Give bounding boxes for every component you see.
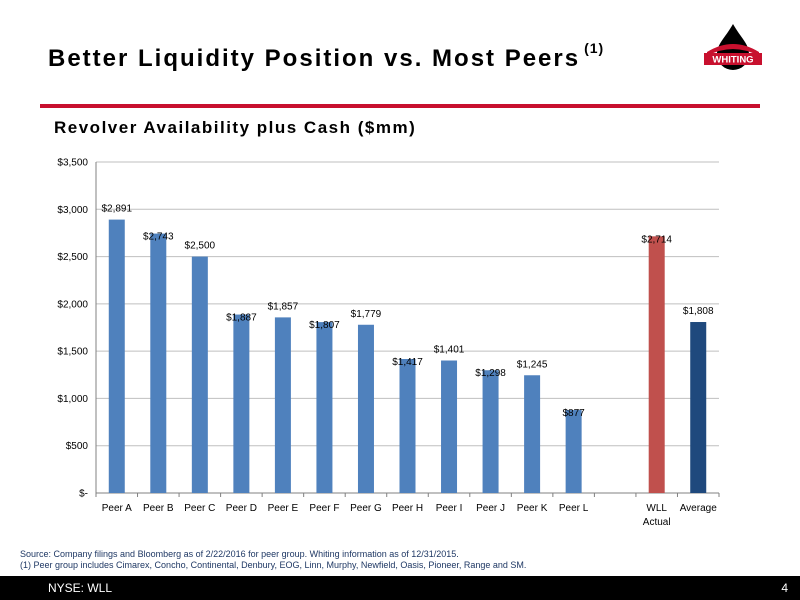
x-tick-label: Peer L xyxy=(559,503,589,514)
x-tick-label: Peer I xyxy=(436,503,463,514)
y-tick-label: $2,500 xyxy=(57,252,88,263)
bar xyxy=(482,370,499,493)
data-label: $2,500 xyxy=(185,241,216,252)
x-tick-label: Peer A xyxy=(102,503,132,514)
bar xyxy=(150,233,167,493)
data-label: $1,298 xyxy=(475,368,506,379)
data-label: $2,891 xyxy=(101,204,132,215)
bar xyxy=(565,410,582,493)
bar xyxy=(357,324,374,493)
slide-title-text: Better Liquidity Position vs. Most Peers xyxy=(48,45,581,72)
bar xyxy=(524,375,541,493)
page-number: 4 xyxy=(781,581,788,595)
bar xyxy=(399,358,416,493)
logo-text: WHITING xyxy=(712,55,753,66)
x-tick-label: Peer C xyxy=(184,503,215,514)
title-rule xyxy=(40,104,760,108)
bar xyxy=(441,360,458,493)
ticker-label: NYSE: WLL xyxy=(48,581,113,595)
data-label: $2,714 xyxy=(641,234,672,245)
y-tick-label: $1,000 xyxy=(57,394,88,405)
bar xyxy=(233,314,250,493)
x-tick-label: Peer K xyxy=(517,503,548,514)
whiting-logo: WHITING xyxy=(704,24,762,70)
y-tick-label: $2,000 xyxy=(57,299,88,310)
chart-subtitle: Revolver Availability plus Cash ($mm) xyxy=(54,118,417,137)
x-tick-label: Peer E xyxy=(268,503,299,514)
x-tick-label: Average xyxy=(680,503,718,514)
logo-banner xyxy=(704,53,762,65)
bar-chart: $- $500 $1,000 $1,500 $2,000 $2,500 $3,000 $3,5… xyxy=(57,158,720,528)
x-tick-label: Peer D xyxy=(226,503,257,514)
y-tick-label: $3,000 xyxy=(57,205,88,216)
data-label: $1,245 xyxy=(517,359,548,370)
bar xyxy=(648,236,665,494)
data-label: $2,743 xyxy=(143,232,174,243)
data-label: $1,857 xyxy=(268,301,299,312)
data-label: $877 xyxy=(563,408,586,419)
y-tick-label: $- xyxy=(79,489,88,500)
x-tick-label: Peer J xyxy=(476,503,505,514)
source-line: Source: Company filings and Bloomberg as… xyxy=(20,549,459,559)
data-label: $1,401 xyxy=(434,345,465,356)
bar xyxy=(690,322,707,493)
source-notes: Source: Company filings and Bloomberg as… xyxy=(20,549,526,571)
x-tick-label: Peer H xyxy=(392,503,423,514)
y-tick-label: $500 xyxy=(66,441,89,452)
x-tick-label: Peer F xyxy=(309,503,339,514)
bar xyxy=(108,219,125,493)
logo-swoosh xyxy=(707,44,759,56)
x-tick-label: Peer G xyxy=(350,503,382,514)
x-tick-label: Peer B xyxy=(143,503,174,514)
y-tick-label: $3,500 xyxy=(57,158,88,169)
footnote-line: (1) Peer group includes Cimarex, Concho,… xyxy=(20,560,527,570)
data-label: $1,779 xyxy=(351,309,382,320)
bar xyxy=(191,256,208,493)
data-label: $1,887 xyxy=(226,313,257,324)
x-tick-label: WLL xyxy=(646,503,667,514)
footer-bar: NYSE: WLL 4 xyxy=(0,576,800,600)
title-footnote-marker: (1) xyxy=(584,40,605,56)
x-tick-label: Actual xyxy=(643,517,671,528)
data-label: $1,808 xyxy=(683,306,714,317)
data-label: $1,417 xyxy=(392,357,423,368)
y-tick-label: $1,500 xyxy=(57,347,88,358)
slide-title: Better Liquidity Position vs. Most Peers… xyxy=(48,40,604,73)
bar xyxy=(274,317,291,493)
data-label: $1,807 xyxy=(309,320,340,331)
bar xyxy=(316,322,333,493)
